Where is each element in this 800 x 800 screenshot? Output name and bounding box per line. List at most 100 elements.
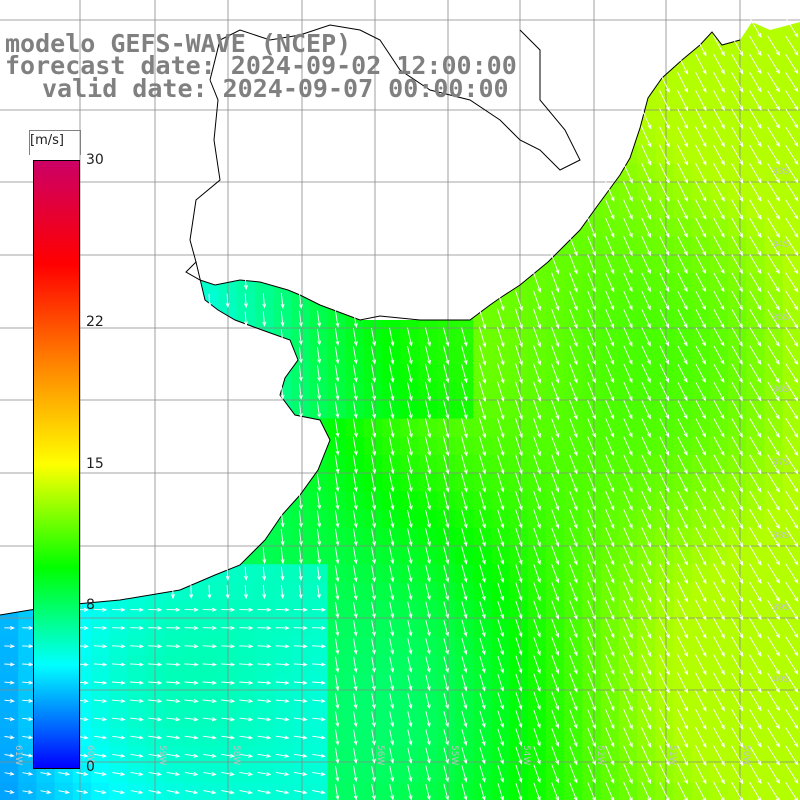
wind-arrow [587, 545, 596, 566]
wind-arrow [677, 563, 689, 585]
wind-arrow [370, 455, 377, 475]
wind-arrow [294, 790, 308, 795]
wind-arrow [677, 345, 688, 365]
wind-arrow [515, 764, 523, 784]
wind-arrow [569, 509, 578, 530]
wind-arrow [443, 546, 450, 565]
wind-arrow [371, 620, 376, 637]
wind-arrow [551, 636, 560, 657]
wind-arrow [659, 436, 670, 457]
wind-arrow [407, 345, 413, 365]
wind-arrow [587, 254, 596, 275]
wind-arrow [731, 454, 743, 475]
wind-arrow [461, 637, 468, 656]
wind-arrow [785, 17, 799, 38]
wind-arrow [623, 672, 633, 694]
wind-arrow [130, 753, 144, 758]
wind-arrow [749, 418, 762, 438]
wind-arrow [257, 625, 272, 630]
wind-arrow [731, 690, 744, 712]
wind-arrow [353, 656, 358, 674]
wind-arrow [767, 290, 780, 311]
wind-arrow [479, 601, 486, 620]
wind-arrow [497, 746, 504, 765]
wind-arrow [533, 345, 541, 366]
wind-arrow [676, 708, 689, 731]
wind-arrow [695, 763, 707, 785]
latitude-label: 40S [772, 675, 789, 685]
wind-arrow [407, 693, 413, 710]
wind-arrow [76, 790, 89, 795]
wind-arrow [659, 545, 670, 566]
wind-arrow [551, 454, 560, 475]
wind-arrow [785, 418, 799, 439]
wind-arrow [202, 771, 217, 776]
wind-arrow [695, 599, 707, 621]
wind-arrow [166, 717, 181, 722]
wind-arrow [785, 599, 799, 621]
field-cell [709, 782, 729, 800]
wind-arrow [312, 771, 326, 776]
wind-arrow [443, 363, 450, 384]
wind-arrow [4, 644, 16, 649]
wind-arrow [677, 217, 688, 239]
wind-arrow [371, 528, 376, 547]
wind-arrow [407, 638, 413, 655]
wind-arrow [731, 272, 743, 293]
wind-arrow [749, 508, 762, 530]
wind-arrow [569, 272, 578, 293]
wind-arrow [353, 601, 358, 619]
wind-arrow [587, 782, 596, 800]
wind-arrow [371, 729, 376, 746]
wind-arrow [497, 454, 505, 475]
wind-arrow [184, 699, 199, 703]
wind-arrow [353, 674, 358, 692]
wind-arrow [461, 729, 468, 747]
wind-arrow [785, 327, 799, 347]
wind-arrow [461, 619, 468, 638]
wind-arrow [312, 625, 327, 630]
wind-arrow [658, 635, 670, 658]
wind-arrow [184, 644, 199, 649]
wind-arrow [641, 727, 652, 748]
wind-arrow [298, 365, 303, 382]
wind-arrow [713, 126, 725, 148]
wind-arrow [184, 607, 199, 612]
wind-arrow [298, 547, 303, 565]
wind-arrow [371, 382, 377, 401]
wind-arrow [605, 782, 615, 800]
wind-arrow [479, 637, 486, 656]
wind-arrow [677, 236, 688, 257]
wind-arrow [641, 581, 652, 603]
wind-arrow [749, 563, 762, 584]
wind-arrow [371, 401, 377, 420]
field-cell [782, 673, 800, 693]
wind-arrow [713, 526, 725, 548]
wind-arrow [371, 364, 377, 383]
wind-arrow [731, 745, 744, 767]
wind-arrow [623, 654, 633, 676]
wind-arrow [641, 345, 651, 365]
wind-arrow [677, 327, 688, 347]
wind-arrow [749, 636, 762, 657]
wind-arrow [515, 472, 523, 493]
wind-arrow [731, 181, 744, 202]
wind-arrow [334, 401, 340, 419]
wind-arrow [623, 617, 633, 639]
field-cell [782, 36, 800, 56]
wind-arrow [239, 753, 254, 758]
wind-arrow [280, 566, 285, 581]
wind-arrow [312, 662, 326, 667]
wind-arrow [316, 346, 322, 364]
wind-arrow [533, 527, 541, 548]
wind-arrow [785, 727, 799, 748]
wind-arrow [659, 181, 670, 202]
wind-arrow [785, 108, 799, 129]
field-cell [91, 782, 110, 800]
wind-arrow [389, 711, 395, 728]
wind-arrow [334, 528, 340, 547]
wind-arrow [262, 547, 267, 565]
wind-arrow [207, 293, 212, 308]
wind-arrow [389, 546, 395, 565]
wind-arrow [785, 490, 799, 511]
